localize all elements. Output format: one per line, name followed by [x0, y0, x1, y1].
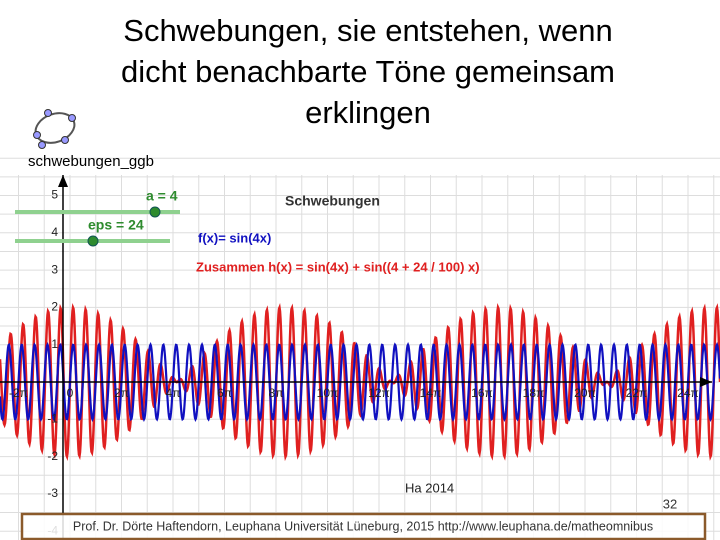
x-axis-label: 16π — [471, 386, 493, 400]
x-axis-label: 24π — [677, 386, 699, 400]
axis-labels: 54321-1-2-3-4-2π02π4π6π8π10π12π14π16π18π… — [9, 188, 699, 538]
axes — [0, 175, 712, 540]
x-axis-label: 14π — [420, 386, 442, 400]
page-number: 32 — [663, 496, 677, 511]
x-axis-label: 18π — [523, 386, 545, 400]
y-axis-label: -2 — [47, 449, 58, 463]
x-axis-label: 0 — [67, 386, 74, 400]
x-axis-label: 22π — [626, 386, 648, 400]
x-axis-label: 8π — [269, 386, 284, 400]
footer-box — [20, 512, 707, 540]
slider-handle[interactable] — [87, 235, 99, 247]
title-line: Schwebungen, sie entstehen, wenn — [123, 13, 612, 48]
x-axis-label: -2π — [9, 386, 28, 400]
x-axis-arrow — [700, 377, 712, 387]
slider-label: eps = 24 — [88, 217, 144, 233]
x-axis-label: 10π — [317, 386, 339, 400]
geogebra-icon — [33, 109, 76, 149]
x-axis-label: 4π — [166, 386, 181, 400]
title-line: erklingen — [305, 95, 431, 130]
footer-text: Prof. Dr. Dörte Haftendorn, Leuphana Uni… — [73, 519, 653, 533]
slider-label: a = 4 — [146, 188, 178, 204]
credit: Ha 2014 — [405, 480, 454, 495]
x-axis-label: 2π — [114, 386, 129, 400]
graph-title: Schwebungen — [285, 193, 380, 209]
y-axis-label: 2 — [51, 300, 58, 314]
y-axis-label: 4 — [51, 225, 58, 239]
x-axis-label: 12π — [368, 386, 390, 400]
x-axis-label: 20π — [574, 386, 596, 400]
x-axis-label: 6π — [217, 386, 232, 400]
y-axis-label: -1 — [47, 411, 58, 425]
y-axis-label: 1 — [51, 337, 58, 351]
title-line: dicht benachbarte Töne gemeinsam — [121, 54, 615, 89]
y-axis-label: 3 — [51, 262, 58, 276]
y-axis-label: -3 — [47, 486, 58, 500]
slider-handle[interactable] — [149, 206, 161, 218]
file-name: schwebungen_ggb — [28, 153, 154, 170]
f-label: f(x)= sin(4x) — [198, 230, 271, 245]
y-axis-arrow — [58, 175, 68, 187]
f-curve — [0, 342, 720, 422]
y-axis-label: 5 — [51, 188, 58, 202]
h-label: Zusammen h(x) = sin(4x) + sin((4 + 24 / … — [196, 259, 480, 274]
